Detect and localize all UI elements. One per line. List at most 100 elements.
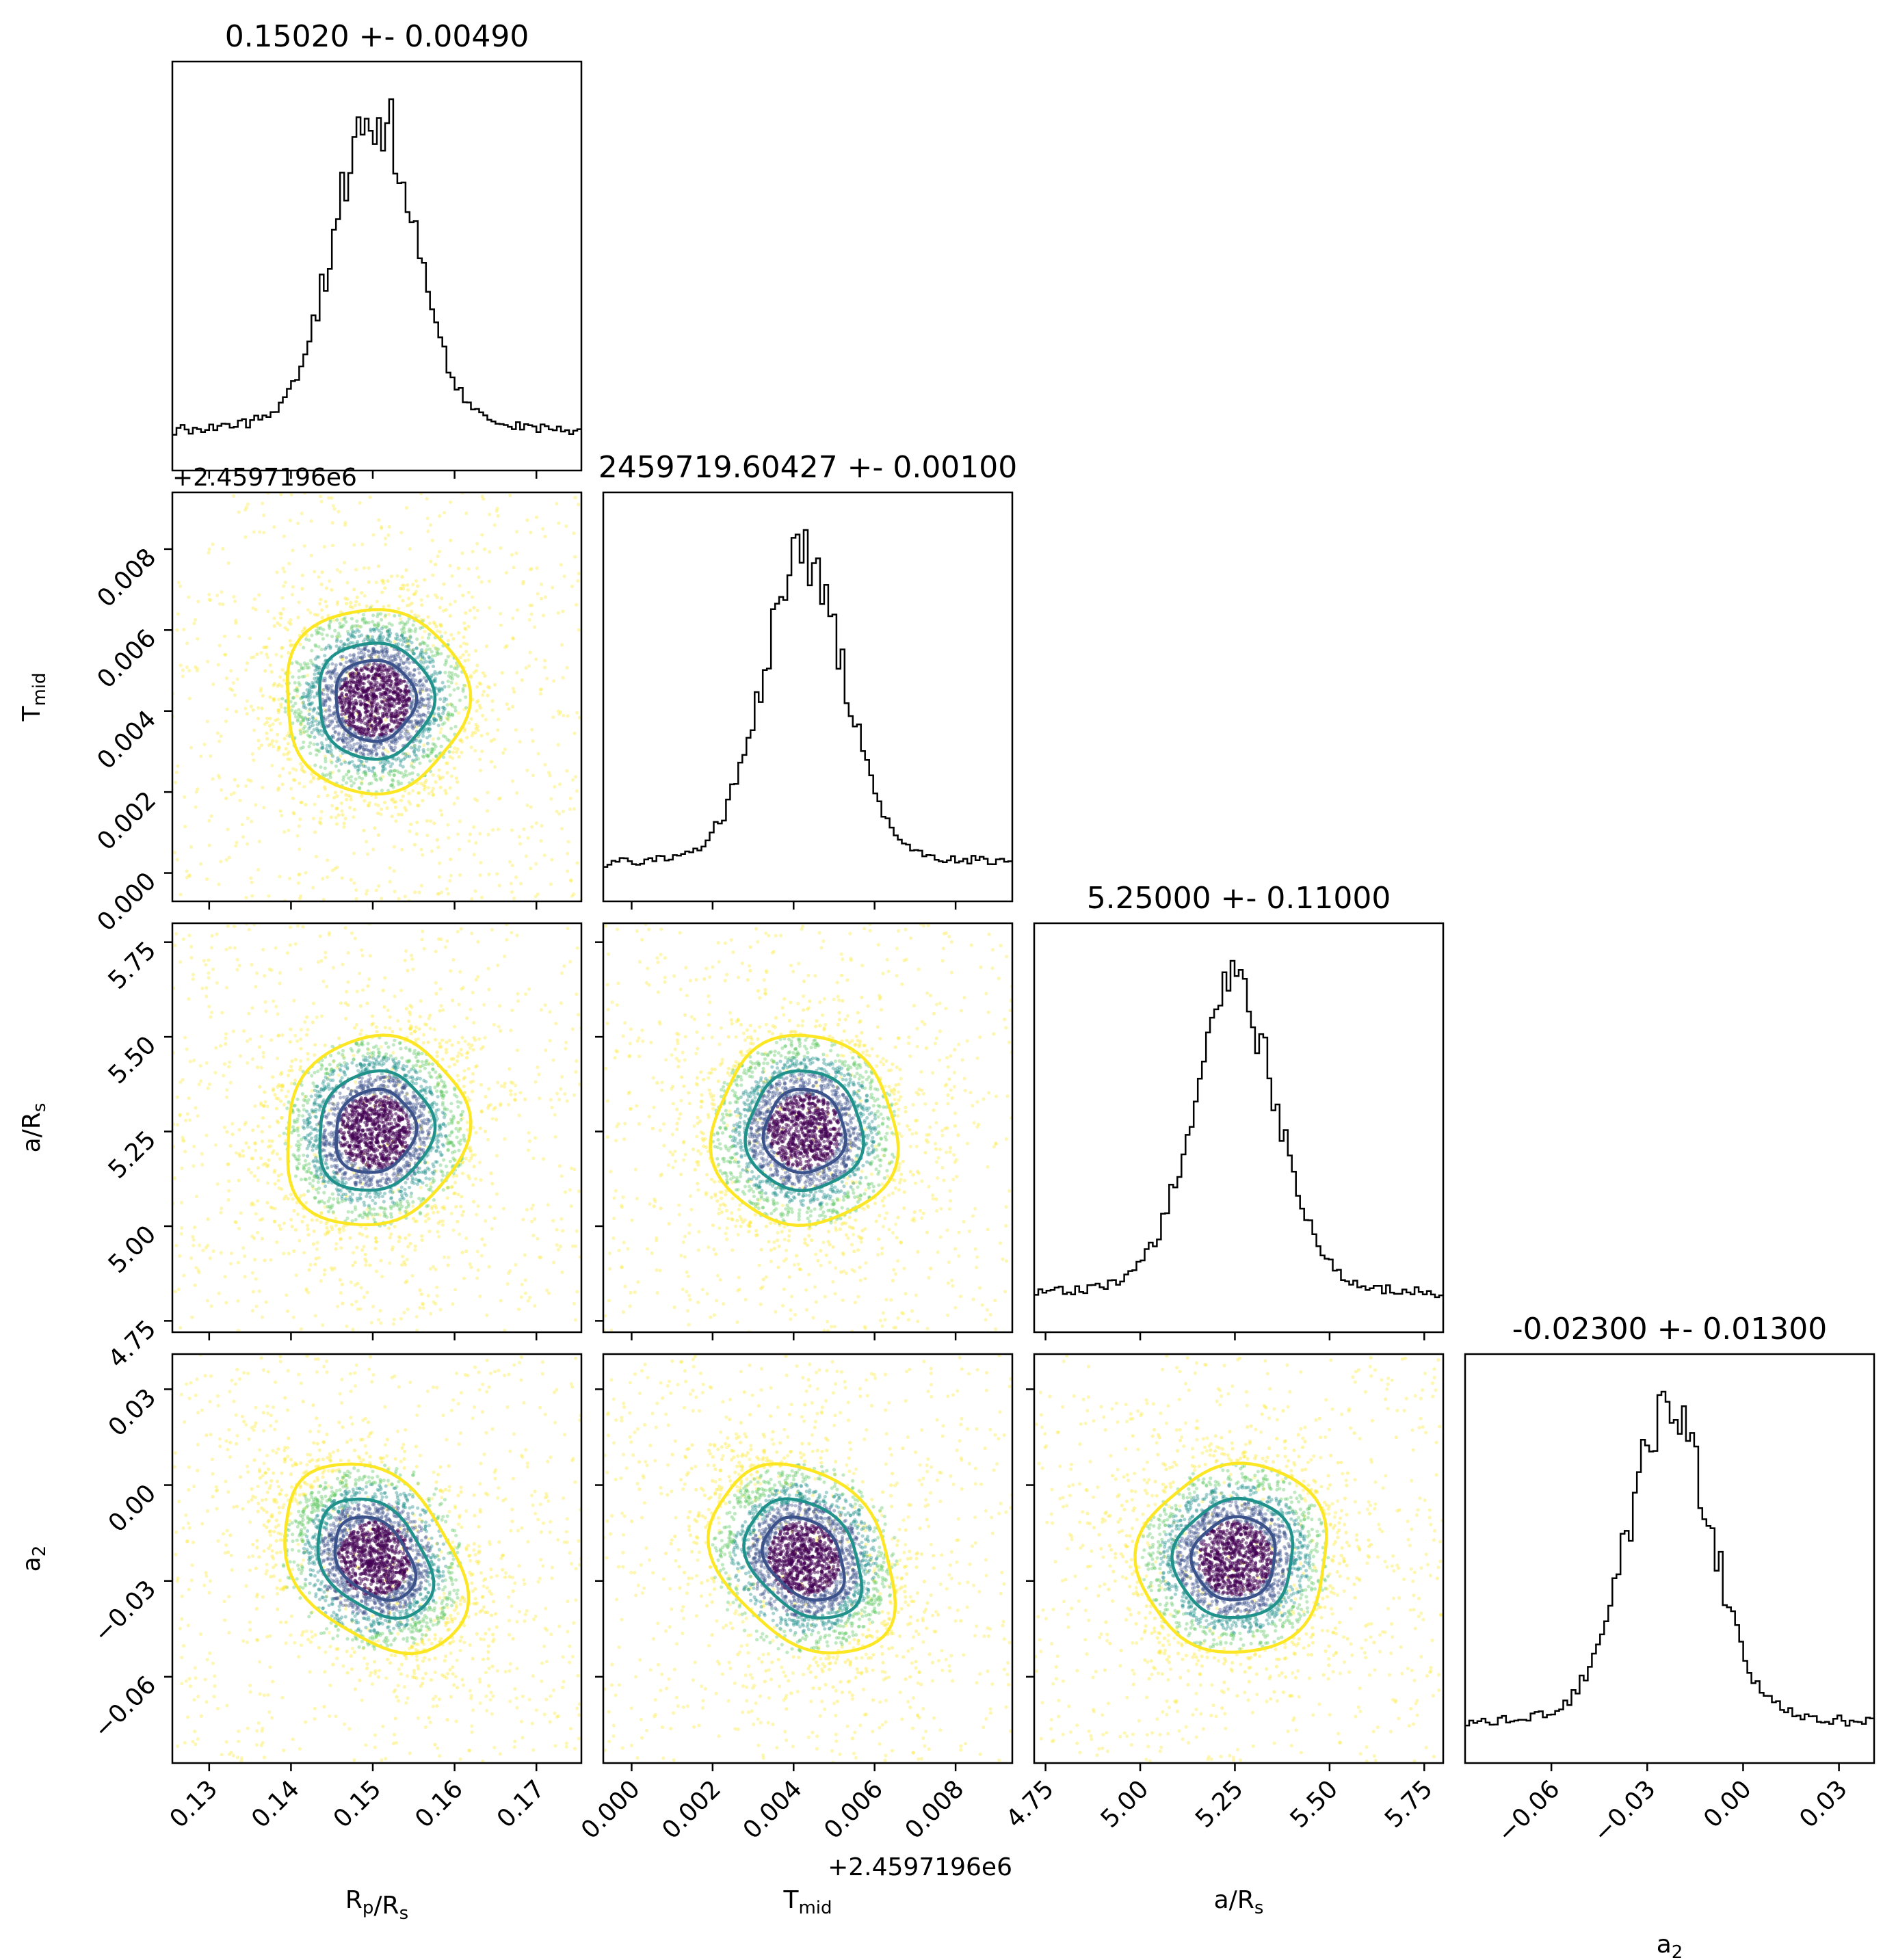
scatter-point bbox=[393, 1225, 397, 1229]
scatter-point bbox=[371, 847, 376, 851]
scatter-point bbox=[380, 700, 384, 704]
scatter-point bbox=[314, 644, 318, 648]
scatter-point bbox=[505, 938, 509, 942]
scatter-point bbox=[393, 890, 397, 894]
scatter-point bbox=[399, 628, 404, 632]
scatter-point bbox=[548, 1010, 552, 1014]
scatter-point bbox=[341, 751, 345, 755]
scatter-point bbox=[406, 752, 410, 756]
scatter-point bbox=[273, 1206, 277, 1210]
scatter-point bbox=[425, 741, 430, 745]
scatter-point bbox=[328, 620, 332, 624]
scatter-point bbox=[272, 683, 276, 687]
scatter-point bbox=[174, 780, 178, 784]
scatter-point bbox=[234, 621, 238, 625]
scatter-point bbox=[386, 1008, 390, 1012]
scatter-point bbox=[321, 628, 326, 632]
scatter-point bbox=[426, 726, 430, 730]
scatter-point bbox=[552, 679, 556, 683]
scatter-point bbox=[397, 1060, 401, 1064]
scatter-point bbox=[427, 1089, 432, 1094]
scatter-point bbox=[414, 683, 418, 687]
scatter-point bbox=[291, 675, 295, 679]
scatter-point bbox=[307, 717, 311, 721]
scatter-point bbox=[346, 793, 351, 797]
scatter-point bbox=[446, 639, 451, 643]
scatter-point bbox=[438, 776, 443, 780]
scatter-point bbox=[433, 679, 438, 683]
scatter-point bbox=[317, 795, 321, 799]
scatter-point bbox=[476, 728, 480, 732]
scatter-point bbox=[546, 1203, 550, 1207]
scatter-point bbox=[384, 1215, 389, 1219]
scatter-point bbox=[381, 672, 386, 676]
scatter-point bbox=[302, 740, 306, 744]
scatter-point bbox=[192, 1238, 196, 1242]
scatter-point bbox=[259, 743, 263, 747]
scatter-point bbox=[468, 609, 473, 613]
scatter-point bbox=[328, 713, 332, 717]
scatter-point bbox=[478, 873, 482, 877]
scatter-point bbox=[553, 1113, 557, 1117]
scatter-point bbox=[326, 687, 330, 691]
scatter-point bbox=[175, 628, 179, 632]
scatter-point bbox=[417, 1037, 421, 1041]
scatter-point bbox=[291, 585, 295, 589]
scatter-point bbox=[438, 1219, 443, 1223]
scatter-point bbox=[450, 713, 454, 717]
scatter-point bbox=[401, 705, 405, 709]
scatter-point bbox=[425, 1136, 430, 1140]
scatter-point bbox=[555, 1091, 559, 1096]
scatter-point bbox=[365, 1191, 369, 1195]
scatter-point bbox=[290, 1224, 294, 1229]
scatter-point bbox=[393, 738, 397, 742]
scatter-point bbox=[436, 774, 440, 778]
scatter-point bbox=[328, 704, 332, 708]
scatter-point bbox=[417, 890, 421, 895]
scatter-point bbox=[277, 698, 281, 702]
scatter-point bbox=[345, 696, 350, 700]
scatter-point bbox=[326, 696, 330, 700]
scatter-point bbox=[223, 1275, 227, 1279]
scatter-point bbox=[356, 771, 360, 776]
scatter-point bbox=[415, 714, 419, 718]
scatter-point bbox=[401, 718, 405, 722]
scatter-point bbox=[321, 1181, 325, 1185]
scatter-point bbox=[302, 544, 306, 548]
scatter-point bbox=[367, 1073, 371, 1077]
scatter-point bbox=[389, 739, 393, 743]
scatter-point bbox=[406, 1307, 410, 1312]
scatter-point bbox=[384, 638, 389, 642]
scatter-point bbox=[456, 832, 460, 836]
scatter-point bbox=[416, 791, 421, 795]
scatter-point bbox=[507, 1271, 511, 1275]
scatter-point bbox=[289, 492, 293, 497]
scatter-point bbox=[543, 763, 547, 767]
scatter-point bbox=[460, 551, 464, 555]
scatter-point bbox=[572, 731, 577, 735]
scatter-point bbox=[319, 1220, 323, 1224]
scatter-point bbox=[322, 1191, 326, 1195]
scatter-point bbox=[387, 633, 391, 637]
scatter-point bbox=[278, 675, 282, 679]
scatter-point bbox=[347, 1197, 352, 1202]
scatter-point bbox=[514, 1083, 518, 1087]
scatter-point bbox=[196, 1114, 200, 1118]
scatter-point bbox=[392, 869, 396, 873]
scatter-point bbox=[394, 758, 398, 762]
scatter-point bbox=[374, 1240, 378, 1244]
scatter-point bbox=[479, 1047, 484, 1051]
scatter-point bbox=[318, 1094, 322, 1098]
scatter-point bbox=[315, 728, 319, 732]
scatter-point bbox=[360, 751, 365, 755]
scatter-point bbox=[375, 680, 379, 685]
scatter-point bbox=[543, 595, 548, 599]
scatter-point bbox=[564, 1190, 568, 1194]
scatter-point bbox=[449, 726, 453, 730]
scatter-point bbox=[274, 946, 278, 950]
scatter-point bbox=[347, 760, 352, 765]
scatter-point bbox=[402, 583, 406, 587]
scatter-point bbox=[410, 723, 414, 727]
scatter-point bbox=[338, 1091, 342, 1096]
scatter-point bbox=[251, 606, 255, 610]
